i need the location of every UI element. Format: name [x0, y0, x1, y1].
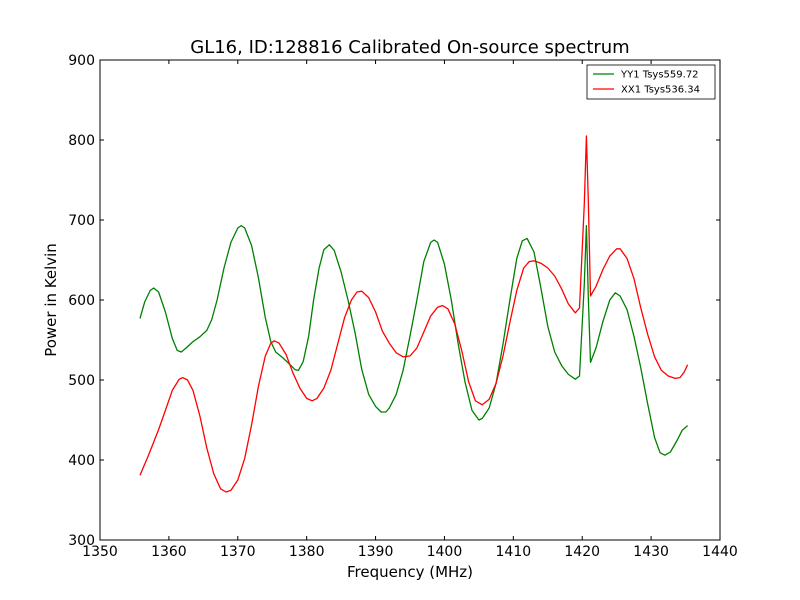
x-tick-label: 1440 — [702, 544, 738, 560]
chart-title: GL16, ID:128816 Calibrated On-source spe… — [190, 37, 629, 58]
x-tick-label: 1350 — [82, 544, 118, 560]
y-tick-label: 800 — [68, 133, 95, 149]
plot-frame — [99, 59, 721, 541]
y-tick-label: 700 — [68, 213, 95, 229]
legend-label-yy1: YY1 Tsys559.72 — [620, 70, 699, 81]
x-tick-label: 1390 — [358, 544, 394, 560]
x-axis-ticks: 1350 1360 1370 1380 1390 1400 1410 1420 1430 1440 — [82, 60, 738, 560]
y-axis-label: Power in Kelvin — [42, 243, 60, 357]
series-line-yy1 — [139, 224, 689, 456]
x-tick-label: 1410 — [496, 544, 532, 560]
y-tick-label: 500 — [68, 373, 95, 389]
x-tick-label: 1430 — [633, 544, 669, 560]
plot-lines — [139, 135, 689, 493]
y-tick-label: 300 — [68, 533, 95, 549]
x-tick-label: 1360 — [151, 544, 187, 560]
y-tick-label: 400 — [68, 453, 95, 469]
series-line-xx1 — [139, 135, 689, 493]
x-tick-label: 1420 — [564, 544, 600, 560]
y-axis-ticks: 300 400 500 600 700 800 900 — [68, 53, 720, 549]
x-tick-label: 1400 — [427, 544, 463, 560]
legend-label-xx1: XX1 Tsys536.34 — [621, 85, 700, 96]
y-tick-label: 900 — [68, 53, 95, 69]
legend: YY1 Tsys559.72 XX1 Tsys536.34 — [586, 64, 716, 100]
y-tick-label: 600 — [68, 293, 95, 309]
x-tick-label: 1370 — [220, 544, 256, 560]
x-axis-label: Frequency (MHz) — [347, 563, 473, 581]
legend-box — [586, 64, 716, 100]
x-tick-label: 1380 — [289, 544, 325, 560]
